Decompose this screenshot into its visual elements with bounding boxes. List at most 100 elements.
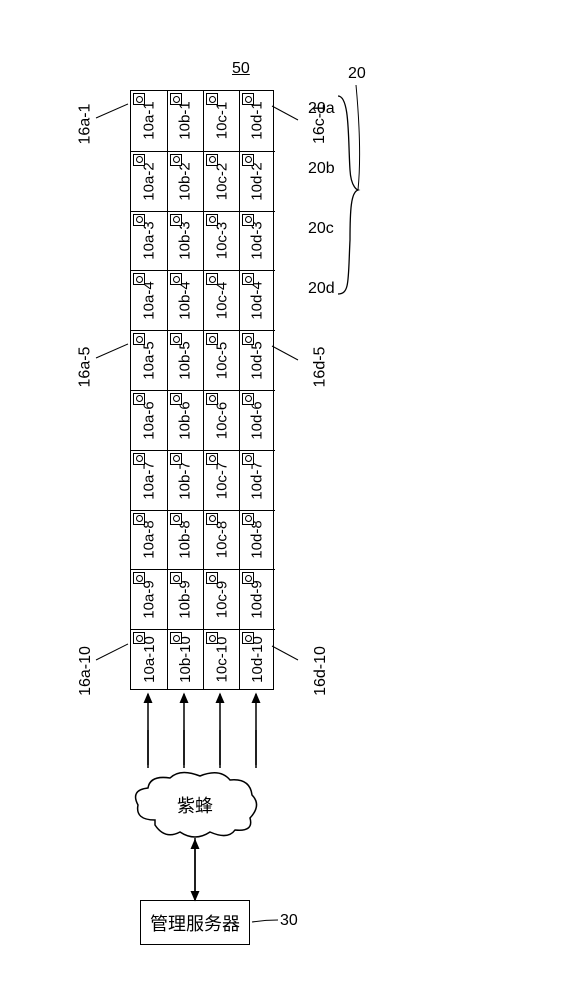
- figure-ref: 50: [232, 60, 250, 78]
- callout-16a-1: 16a-1: [76, 104, 94, 145]
- sensor-icon: [206, 333, 218, 345]
- cell-label: 10d-1: [249, 102, 266, 140]
- cell-d-6: 10d-6: [240, 390, 275, 450]
- cell-label: 10d-4: [249, 282, 266, 320]
- cell-label: 10b-8: [177, 521, 194, 559]
- cell-c-1: 10c-1: [204, 91, 239, 151]
- cell-label: 10d-6: [249, 401, 266, 439]
- sensor-icon: [133, 214, 145, 226]
- cell-c-8: 10c-8: [204, 510, 239, 570]
- cell-label: 10b-1: [177, 102, 194, 140]
- cell-d-2: 10d-2: [240, 151, 275, 211]
- cell-label: 10c-3: [213, 222, 230, 260]
- sensor-icon: [242, 393, 254, 405]
- sensor-icon: [242, 273, 254, 285]
- sensor-icon: [133, 453, 145, 465]
- cell-a-6: 10a-6: [131, 390, 167, 450]
- sensor-icon: [170, 214, 182, 226]
- cell-d-4: 10d-4: [240, 270, 275, 330]
- cell-label: 10a-2: [141, 162, 158, 200]
- sensor-icon: [242, 333, 254, 345]
- cell-c-2: 10c-2: [204, 151, 239, 211]
- cell-b-8: 10b-8: [168, 510, 203, 570]
- cell-b-4: 10b-4: [168, 270, 203, 330]
- sensor-icon: [170, 154, 182, 166]
- sensor-icon: [170, 273, 182, 285]
- sensor-icon: [133, 572, 145, 584]
- array-column-c: 10c-1 10c-2 10c-3 10c-4 10c-5 10c-6 10c-7 10c-8…: [203, 91, 239, 689]
- cell-label: 10c-4: [213, 282, 230, 320]
- array-column-b: 10b-110b-210b-310b-410b-510b-610b-710b-8…: [167, 91, 203, 689]
- cell-a-1: 10a-1: [131, 91, 167, 151]
- cell-label: 10d-9: [249, 581, 266, 619]
- sensor-icon: [133, 333, 145, 345]
- cell-label: 10a-4: [141, 282, 158, 320]
- cell-label: 10a-1: [141, 102, 158, 140]
- cell-c-7: 10c-7: [204, 450, 239, 510]
- sensor-icon: [242, 453, 254, 465]
- cell-label: 10c-5: [213, 342, 230, 380]
- sensor-icon: [242, 632, 254, 644]
- sensor-icon: [242, 93, 254, 105]
- cell-d-9: 10d-9: [240, 569, 275, 629]
- sensor-icon: [170, 572, 182, 584]
- cell-a-2: 10a-2: [131, 151, 167, 211]
- cell-a-3: 10a-3: [131, 211, 167, 271]
- cell-c-3: 10c-3: [204, 211, 239, 271]
- cell-label: 10c-6: [213, 402, 230, 440]
- cell-b-2: 10b-2: [168, 151, 203, 211]
- sensor-icon: [206, 453, 218, 465]
- sensor-icon: [206, 572, 218, 584]
- cell-b-10: 10b-10: [168, 629, 203, 689]
- cell-label: 10c-1: [213, 102, 230, 140]
- sensor-icon: [133, 393, 145, 405]
- cell-label: 10b-3: [177, 222, 194, 260]
- cell-label: 10a-8: [141, 521, 158, 559]
- sensor-icon: [133, 513, 145, 525]
- cell-a-10: 10a-10: [131, 629, 167, 689]
- cell-label: 10d-3: [249, 222, 266, 260]
- sensor-icon: [170, 93, 182, 105]
- cell-a-7: 10a-7: [131, 450, 167, 510]
- cell-label: 10a-3: [141, 222, 158, 260]
- cell-label: 10c-9: [213, 581, 230, 619]
- cell-c-9: 10c-9: [204, 569, 239, 629]
- cell-c-10: 10c-10: [204, 629, 239, 689]
- zigbee-cloud: 紫蜂: [130, 770, 260, 840]
- array-column-d: 10d-1 10d-2 10d-3 10d-4 10d-5 10d-6 10d-710d-8…: [239, 91, 275, 689]
- sensor-icon: [133, 632, 145, 644]
- cell-d-7: 10d-7: [240, 450, 275, 510]
- array-column-a: 10a-1 10a-2 10a-3 10a-4 10a-5 10a-6 10a-7 10a-8…: [131, 91, 167, 689]
- brace-top-label: 20: [348, 65, 366, 83]
- cloud-label: 紫蜂: [177, 792, 213, 818]
- cell-a-8: 10a-8: [131, 510, 167, 570]
- callout-16a-5: 16a-5: [76, 347, 94, 388]
- cell-label: 10d-2: [249, 162, 266, 200]
- sensor-icon: [206, 632, 218, 644]
- cell-label: 10a-6: [141, 401, 158, 439]
- cell-label: 10a-5: [141, 341, 158, 379]
- cell-label: 10b-9: [177, 581, 194, 619]
- sensor-icon: [170, 333, 182, 345]
- server-ref: 30: [280, 912, 298, 930]
- cell-b-9: 10b-9: [168, 569, 203, 629]
- cell-d-3: 10d-3: [240, 211, 275, 271]
- connection-lines: [0, 0, 572, 1000]
- sensor-icon: [206, 214, 218, 226]
- sensor-icon: [206, 273, 218, 285]
- cell-b-5: 10b-5: [168, 330, 203, 390]
- cell-b-3: 10b-3: [168, 211, 203, 271]
- cell-label: 10c-2: [213, 162, 230, 200]
- sensor-icon: [206, 393, 218, 405]
- sensor-icon: [206, 513, 218, 525]
- cell-label: 10b-5: [177, 341, 194, 379]
- callout-16d-5: 16d-5: [311, 347, 329, 388]
- cell-label: 10c-7: [213, 461, 230, 499]
- cell-b-1: 10b-1: [168, 91, 203, 151]
- cell-d-8: 10d-8: [240, 510, 275, 570]
- cell-label: 10a-7: [141, 461, 158, 499]
- cell-d-5: 10d-5: [240, 330, 275, 390]
- callout-16a-10: 16a-10: [77, 646, 95, 696]
- cell-label: 10b-4: [177, 282, 194, 320]
- cell-d-10: 10d-10: [240, 629, 275, 689]
